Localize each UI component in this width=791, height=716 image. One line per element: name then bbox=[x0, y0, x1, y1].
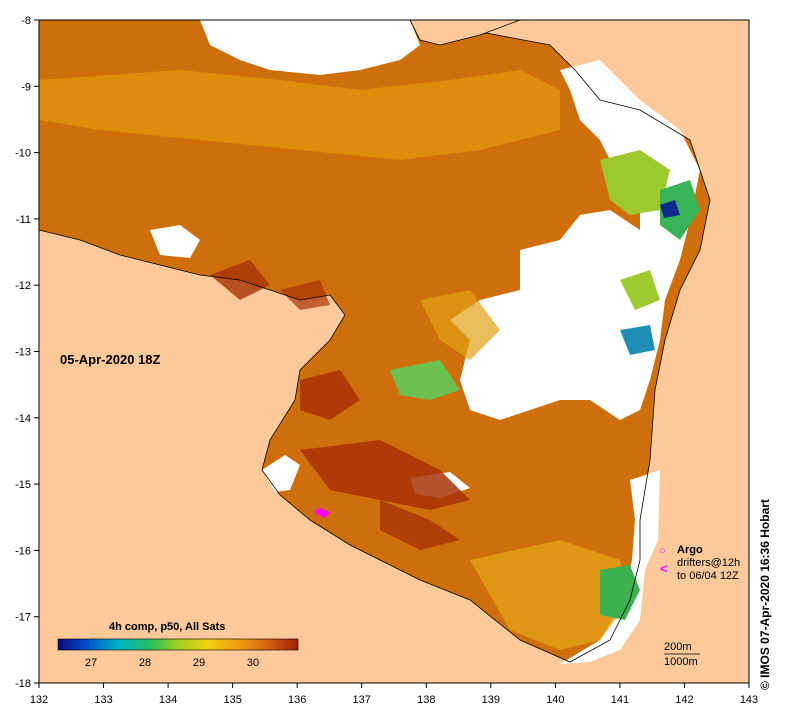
sst-mid-band-north bbox=[39, 70, 560, 160]
sst-hot-patch-1 bbox=[300, 370, 360, 420]
x-tick-label: 142 bbox=[675, 694, 693, 706]
coastline-mainland bbox=[39, 20, 711, 663]
y-tick-label: -17 bbox=[15, 612, 31, 624]
sst-hot-patch-5 bbox=[280, 280, 330, 310]
x-tick-label: 134 bbox=[159, 694, 177, 706]
coastline-north-island bbox=[409, 20, 521, 46]
colorbar bbox=[57, 638, 299, 651]
sst-cool-patch-coast bbox=[660, 180, 700, 240]
sst-cool-patch-gulf bbox=[620, 270, 660, 310]
drifter-track bbox=[316, 508, 330, 518]
y-tick-label: -10 bbox=[15, 148, 31, 160]
no-data-coast-southeast bbox=[560, 470, 660, 664]
colorbar-title: 4h comp, p50, All Sats bbox=[109, 621, 225, 633]
drifters-label-line1: drifters@12h bbox=[677, 557, 740, 569]
sst-cold-spot bbox=[660, 200, 680, 218]
x-axis: 132 133 134 135 136 137 138 139 140 141 142 143 bbox=[30, 683, 758, 706]
contour-200m-label: 200m bbox=[664, 641, 692, 653]
x-tick-label: 143 bbox=[740, 694, 758, 706]
contour-1000m-label: 1000m bbox=[664, 656, 698, 668]
argo-icon: ○ bbox=[659, 545, 666, 557]
y-axis: -8 -9 -10 -11 -12 -13 -14 -15 -16 -17 -18 bbox=[15, 15, 39, 690]
x-tick-label: 137 bbox=[353, 694, 371, 706]
y-tick-label: -15 bbox=[15, 479, 31, 491]
y-tick-label: -12 bbox=[15, 280, 31, 292]
no-data-patch-west bbox=[150, 225, 200, 258]
x-tick-label: 140 bbox=[546, 694, 564, 706]
sst-mid-band-south bbox=[470, 540, 630, 650]
x-tick-label: 138 bbox=[417, 694, 435, 706]
y-tick-label: -18 bbox=[15, 678, 31, 690]
x-tick-label: 135 bbox=[223, 694, 241, 706]
y-tick-label: -14 bbox=[15, 413, 31, 425]
y-tick-label: -16 bbox=[15, 545, 31, 557]
drifter-icon: < bbox=[660, 561, 668, 576]
colorbar-tick-29: 29 bbox=[193, 657, 205, 669]
imos-credit: © IMOS 07-Apr-2020 16:36 Hobart bbox=[758, 499, 772, 690]
x-tick-label: 141 bbox=[611, 694, 629, 706]
date-label: 05-Apr-2020 18Z bbox=[60, 352, 160, 367]
sst-mid-band-central bbox=[420, 290, 500, 360]
sst-cool-patch-inner bbox=[390, 360, 460, 400]
y-tick-label: -11 bbox=[16, 214, 31, 226]
no-data-strip-north bbox=[200, 20, 420, 75]
sst-hot-patch-3 bbox=[380, 500, 460, 550]
x-tick-label: 132 bbox=[30, 694, 48, 706]
x-tick-label: 139 bbox=[482, 694, 500, 706]
sst-sea-region bbox=[39, 20, 710, 662]
colorbar-tick-28: 28 bbox=[139, 657, 151, 669]
x-tick-label: 133 bbox=[94, 694, 112, 706]
argo-label: Argo bbox=[677, 544, 703, 556]
x-tick-label: 136 bbox=[288, 694, 306, 706]
sst-cool-patch-south bbox=[600, 565, 640, 620]
sst-cool-patch-east bbox=[600, 150, 670, 215]
sst-cool-spot bbox=[620, 325, 655, 355]
y-tick-label: -9 bbox=[21, 81, 31, 93]
colorbar-tick-27: 27 bbox=[85, 657, 97, 669]
colorbar-tick-30: 30 bbox=[247, 657, 259, 669]
y-tick-label: -8 bbox=[21, 15, 31, 27]
y-tick-label: -13 bbox=[15, 347, 31, 359]
drifters-label-line2: to 06/04 12Z bbox=[677, 570, 739, 582]
sst-hot-patch-2 bbox=[300, 440, 470, 510]
